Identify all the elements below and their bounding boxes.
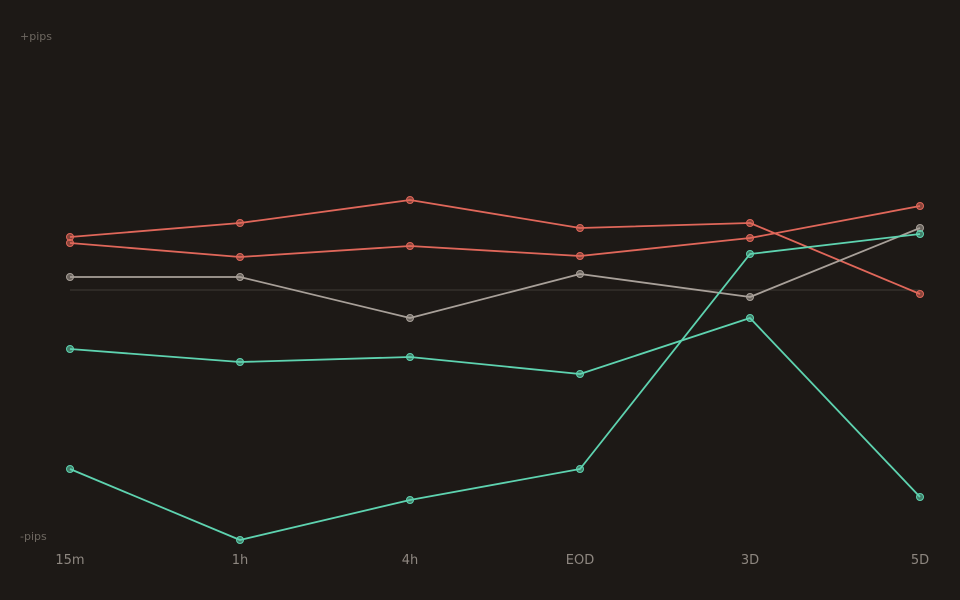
series-2 xyxy=(66,202,924,261)
data-point xyxy=(406,496,414,504)
data-point xyxy=(916,290,924,298)
series-line xyxy=(69,199,921,295)
series-line xyxy=(69,205,921,258)
data-point xyxy=(746,314,754,322)
data-point xyxy=(746,250,754,258)
x-tick-label: 1h xyxy=(232,553,249,568)
data-point xyxy=(916,493,924,501)
x-tick-label: 4h xyxy=(402,553,419,568)
data-point xyxy=(576,252,584,260)
x-tick-label: EOD xyxy=(566,553,594,568)
series-line xyxy=(69,233,921,541)
data-point xyxy=(576,224,584,232)
data-point xyxy=(576,465,584,473)
x-tick-labels: 15m 1h 4h EOD 3D 5D xyxy=(55,553,929,568)
series-line xyxy=(70,227,921,319)
data-point xyxy=(406,242,414,250)
data-point xyxy=(66,273,74,281)
data-point xyxy=(66,239,74,247)
x-tick-label: 3D xyxy=(741,553,759,568)
series-5 xyxy=(66,230,924,544)
data-point xyxy=(236,273,244,281)
series-4 xyxy=(66,314,924,501)
series-layer xyxy=(66,196,924,544)
series-1 xyxy=(66,196,924,298)
data-point xyxy=(236,358,244,366)
series-3 xyxy=(66,224,924,322)
y-bottom-label: -pips xyxy=(20,530,47,543)
data-point xyxy=(746,293,754,301)
data-point xyxy=(406,196,414,204)
series-line xyxy=(69,317,921,498)
data-point xyxy=(236,253,244,261)
data-point xyxy=(576,370,584,378)
data-point xyxy=(66,465,74,473)
data-point xyxy=(746,219,754,227)
x-tick-label: 5D xyxy=(911,553,929,568)
x-tick-label: 15m xyxy=(55,553,84,568)
data-point xyxy=(576,270,584,278)
data-point xyxy=(746,234,754,242)
data-point xyxy=(236,219,244,227)
data-point xyxy=(916,230,924,238)
y-top-label: +pips xyxy=(20,30,52,43)
data-point xyxy=(236,536,244,544)
data-point xyxy=(916,202,924,210)
data-point xyxy=(406,353,414,361)
data-point xyxy=(406,314,414,322)
data-point xyxy=(66,345,74,353)
